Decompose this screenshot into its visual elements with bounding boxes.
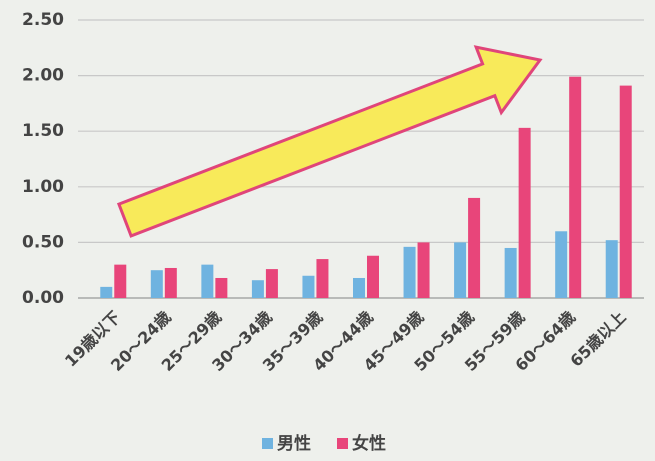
bar — [215, 277, 228, 298]
bar — [454, 242, 467, 298]
bar — [518, 127, 531, 298]
bars — [100, 76, 632, 298]
bar — [251, 280, 264, 298]
bar — [417, 242, 430, 298]
bar — [114, 264, 127, 298]
bar — [302, 275, 315, 298]
bar — [100, 286, 113, 298]
y-tick-label: 1.50 — [22, 121, 64, 141]
bar — [150, 270, 163, 298]
trend-arrow — [116, 45, 543, 238]
legend-swatch — [262, 438, 273, 449]
legend-label: 男性 — [277, 433, 311, 454]
bar — [403, 246, 416, 298]
bar — [265, 269, 278, 298]
bar — [605, 240, 618, 298]
y-tick-label: 1.00 — [22, 177, 64, 197]
bar — [468, 197, 481, 298]
bar — [164, 267, 177, 298]
bar — [353, 277, 365, 298]
bar — [504, 247, 517, 298]
legend-label: 女性 — [352, 433, 386, 454]
y-tick-label: 2.00 — [22, 66, 64, 86]
legend-swatch — [337, 438, 348, 449]
y-tick-label: 2.50 — [22, 10, 64, 30]
bar — [201, 264, 214, 298]
bar — [619, 85, 632, 298]
bar — [555, 231, 568, 298]
bar — [367, 255, 379, 298]
bar — [569, 76, 582, 298]
bar — [316, 259, 329, 298]
y-tick-label: 0.00 — [22, 288, 64, 308]
y-tick-label: 0.50 — [22, 232, 64, 252]
